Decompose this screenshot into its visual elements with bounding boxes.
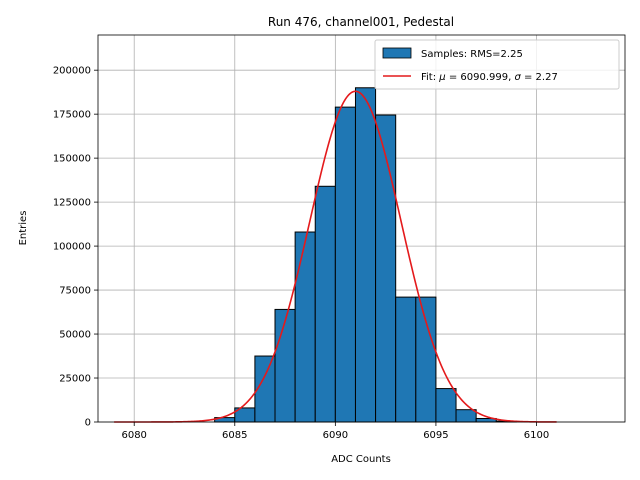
legend-swatch-histogram xyxy=(382,47,412,59)
y-tick-label: 200000 xyxy=(53,66,91,77)
x-tick-label: 6085 xyxy=(222,430,247,441)
histogram-bar xyxy=(395,296,417,423)
histogram-bar xyxy=(435,388,457,423)
histogram-bar xyxy=(455,409,477,423)
y-tick-label: 0 xyxy=(85,418,91,429)
y-tick-label: 150000 xyxy=(53,154,91,165)
axis-ticks: 6080 6085 6090 6095 6100 0 25000 50000 75000 1000… xyxy=(53,66,549,441)
plot-frame xyxy=(97,34,626,423)
y-axis-label: Entries xyxy=(18,211,29,246)
y-tick-label: 25000 xyxy=(59,374,91,385)
x-tick-label: 6080 xyxy=(121,430,146,441)
legend-box xyxy=(374,39,620,90)
histogram-bar xyxy=(274,308,296,423)
histogram-bar xyxy=(294,231,316,423)
histogram-bar xyxy=(415,296,437,423)
legend: Samples: RMS=2.25 Fit: μ = 6090.999, σ =… xyxy=(374,39,620,90)
legend-label-fit: Fit: μ = 6090.999, σ = 2.27 xyxy=(421,72,558,83)
histogram-bars xyxy=(214,87,517,423)
y-tick-label: 125000 xyxy=(53,198,91,209)
chart-title: Run 476, channel001, Pedestal xyxy=(268,15,454,29)
x-axis-label: ADC Counts xyxy=(331,454,391,465)
histogram-bar xyxy=(314,185,336,423)
y-tick-label: 50000 xyxy=(59,330,91,341)
y-tick-label: 100000 xyxy=(53,242,91,253)
y-tick-label: 75000 xyxy=(59,286,91,297)
x-tick-label: 6095 xyxy=(423,430,448,441)
x-tick-label: 6100 xyxy=(524,430,549,441)
y-tick-label: 175000 xyxy=(53,110,91,121)
histogram-bar xyxy=(354,87,377,423)
histogram-bar xyxy=(334,106,356,423)
histogram-bar xyxy=(375,114,397,423)
x-tick-label: 6090 xyxy=(323,430,348,441)
legend-label-histogram: Samples: RMS=2.25 xyxy=(421,49,523,60)
